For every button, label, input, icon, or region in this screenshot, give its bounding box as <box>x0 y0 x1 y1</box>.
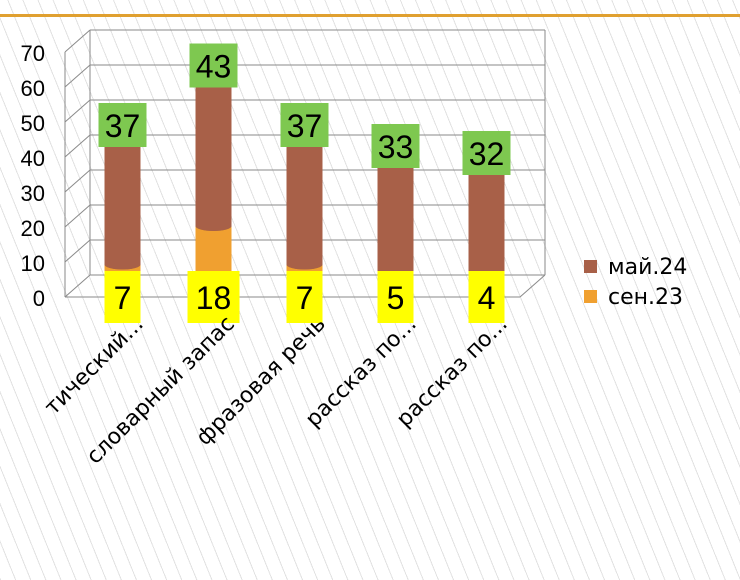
header-accent-line <box>0 14 740 17</box>
data-label-box <box>187 271 240 323</box>
gridline-side <box>64 29 91 53</box>
data-label-group: 7 <box>104 271 141 323</box>
x-tick-label: словарный запас <box>82 312 240 470</box>
bar-май.24 <box>468 158 505 280</box>
bar-май.24 <box>195 70 232 231</box>
data-label-box <box>104 271 141 323</box>
data-label-box <box>462 131 511 175</box>
bar-май.24-body <box>286 135 323 270</box>
y-tick-label: 40 <box>21 146 45 171</box>
y-tick-label: 20 <box>21 216 45 241</box>
data-label-group: 5 <box>377 271 414 323</box>
bar-май.24 <box>286 130 323 270</box>
data-label-май.24: 33 <box>378 129 414 165</box>
y-tick-label: 10 <box>21 251 45 276</box>
data-label-май.24: 43 <box>196 49 232 85</box>
floor-edge <box>519 274 546 298</box>
legend-label: сен.23 <box>608 285 683 310</box>
y-tick-label: 70 <box>21 41 45 66</box>
gridline-side <box>64 64 91 88</box>
legend: май.24 сен.23 <box>584 255 687 310</box>
data-label-box <box>189 43 238 88</box>
gridline-side <box>64 239 91 263</box>
data-label-май.24: 37 <box>287 108 323 144</box>
data-label-сен.23: 7 <box>296 280 314 316</box>
data-label-group: 37 <box>280 103 329 147</box>
data-label-сен.23: 18 <box>196 280 232 316</box>
data-label-сен.23: 4 <box>478 280 496 316</box>
data-label-box <box>286 271 323 323</box>
gridline-side <box>64 204 91 228</box>
bar-май.24 <box>377 151 414 277</box>
y-tick-label: 60 <box>21 76 45 101</box>
legend-label: май.24 <box>608 255 687 280</box>
data-label-group: 18 <box>187 271 240 323</box>
bar-май.24-body <box>104 135 141 270</box>
data-label-group: 32 <box>462 131 511 175</box>
gridline-side <box>64 274 91 298</box>
data-label-group: 7 <box>286 271 323 323</box>
gridline-side <box>64 134 91 158</box>
data-label-сен.23: 5 <box>387 280 405 316</box>
data-label-сен.23: 7 <box>114 280 132 316</box>
data-label-group: 33 <box>371 124 420 168</box>
y-tick-label: 30 <box>21 181 45 206</box>
data-label-group: 4 <box>468 271 505 323</box>
y-tick-label: 50 <box>21 111 45 136</box>
bar-май.24-body <box>377 156 414 277</box>
bar-май.24-body <box>468 163 505 280</box>
data-label-box <box>468 271 505 323</box>
data-label-box <box>98 103 147 147</box>
gridline-side <box>64 169 91 193</box>
data-label-box <box>371 124 420 168</box>
legend-swatch <box>584 290 597 303</box>
gridline-side <box>64 99 91 123</box>
bar-май.24 <box>104 130 141 270</box>
data-label-box <box>280 103 329 147</box>
data-label-box <box>377 271 414 323</box>
data-label-май.24: 37 <box>105 108 141 144</box>
bar-май.24-body <box>195 75 232 231</box>
data-label-group: 37 <box>98 103 147 147</box>
y-tick-label: 0 <box>33 286 45 311</box>
data-label-group: 43 <box>189 43 238 88</box>
legend-swatch <box>584 260 597 273</box>
data-label-май.24: 32 <box>469 136 505 172</box>
